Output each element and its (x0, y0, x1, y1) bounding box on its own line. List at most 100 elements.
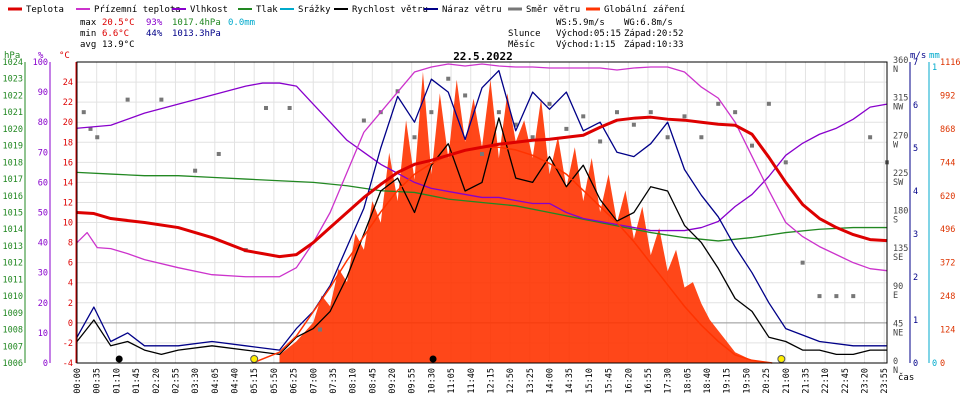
x-tick-label: 11:40 (467, 368, 477, 394)
axis-pct-tick: 20 (38, 299, 48, 309)
axis-wm2-tick: 496 (940, 225, 955, 235)
wind-direction-point (159, 97, 164, 102)
x-tick-label: 02:55 (171, 368, 181, 394)
sun-marker (777, 355, 786, 363)
stat-min-temp: 6.6°C (102, 29, 129, 39)
axis-celsius-tick: 8 (68, 239, 73, 249)
axis-dir-tick-compass: NW (893, 103, 904, 113)
axis-pct-tick: 80 (38, 118, 48, 128)
stat-ws: WS:5.9m/s (556, 18, 605, 28)
wind-direction-point (665, 135, 670, 140)
x-tick-label: 01:10 (112, 368, 122, 394)
wind-direction-point (783, 160, 788, 165)
legend-item-naraz-vetru: Náraz větru (424, 5, 502, 15)
x-tick-label: 20:25 (762, 368, 772, 394)
wind-direction-point (648, 110, 653, 115)
stat-moon-label: Měsíc (508, 40, 535, 50)
x-tick-label: 21:35 (801, 368, 811, 394)
x-tick-label: 23:55 (880, 368, 890, 394)
legend-label-smer-vetru: Směr větru (526, 5, 580, 15)
plot-border (76, 61, 888, 364)
axis-dir-tick: 0 (893, 357, 898, 367)
axis-celsius-tick: 6 (68, 259, 73, 269)
x-tick-label: 07:35 (329, 368, 339, 394)
axis-hpa-tick: 1019 (3, 142, 23, 152)
axis-hpa-tick: 1021 (3, 108, 23, 118)
axis-wm2-tick: 372 (940, 259, 955, 269)
wind-direction-point (530, 135, 535, 140)
legend-item-srazky: Srážky (280, 5, 331, 15)
x-tick-label: 08:10 (349, 368, 359, 394)
wind-direction-point (429, 110, 434, 115)
x-tick-label: 07:00 (309, 368, 319, 394)
x-tick-label: 15:45 (605, 368, 615, 394)
axis-dir-tick: 225 (893, 169, 908, 179)
x-tick-label: 03:30 (191, 368, 201, 394)
legend-item-prizemni-teplota: Pŕízemní teplota (76, 5, 181, 15)
axis-celsius-tick: 22 (63, 98, 73, 108)
axis-ms-tick: 3 (913, 230, 918, 240)
axis-hpa-tick: 1008 (3, 326, 23, 336)
axis-hpa-tick: 1012 (3, 259, 23, 269)
axis-unit-hpa: hPa (4, 51, 20, 61)
axis-wm2-tick: 1116 (940, 58, 960, 68)
axis-pct-tick: 10 (38, 329, 48, 339)
wind-direction-point (480, 151, 484, 156)
legend-label-srazky: Srážky (298, 5, 331, 15)
axis-unit-ms: m/s (910, 51, 926, 61)
wind-direction-point (88, 126, 93, 131)
x-tick-label: 01:45 (132, 368, 142, 394)
axis-wm2-tick: 868 (940, 125, 955, 135)
legend-label-rychlost-vetru: Rychlost větru (352, 5, 428, 15)
stat-avg-temp: 13.9°C (102, 40, 135, 50)
stat-sun-rise: Východ:05:15 (556, 29, 621, 39)
stat-sun-label: Slunce (508, 29, 541, 39)
axis-pct-tick: 60 (38, 178, 48, 188)
wind-direction-point (125, 97, 130, 102)
stat-moon-set: Západ:10:33 (624, 40, 684, 50)
wind-direction-point (463, 93, 468, 98)
wind-direction-point (750, 143, 754, 148)
x-tick-label: 05:50 (270, 368, 280, 394)
axis-hpa-tick: 1007 (3, 342, 23, 352)
legend-item-vlhkost: Vlhkost (172, 5, 228, 15)
axis-hpa-tick: 1020 (3, 125, 23, 135)
radiation-area (279, 71, 773, 363)
wind-direction-point (699, 135, 704, 140)
axis-ms-tick: 7 (913, 58, 918, 68)
stat-max-rain: 0.0mm (228, 18, 255, 28)
x-tick-label: 13:25 (526, 368, 536, 394)
wind-direction-point (446, 76, 451, 81)
wind-direction-point (598, 139, 603, 144)
x-tick-label: 19:15 (723, 368, 733, 394)
axis-hpa-tick: 1023 (3, 75, 23, 85)
wind-direction-point (193, 168, 198, 173)
axis-hpa-tick: 1006 (3, 359, 23, 369)
x-tick-label: 14:35 (565, 368, 575, 394)
x-tick-label: 14:00 (546, 368, 556, 394)
axis-dir-tick-compass: N (893, 366, 898, 376)
x-tick-label: 23:20 (861, 368, 871, 394)
axis-wm2-tick: 620 (940, 192, 955, 202)
axis-hpa-tick: 1015 (3, 209, 23, 219)
legend-item-smer-vetru: Směr větru (508, 5, 580, 15)
x-tick-label: 16:20 (624, 368, 634, 394)
wind-direction-point (766, 101, 771, 106)
wind-direction-point (547, 101, 552, 106)
axis-mm-tick: 0 (932, 359, 937, 369)
axis-dir-tick-compass: N (893, 65, 898, 75)
axis-celsius-tick: -2 (63, 339, 73, 349)
wind-direction-point (716, 101, 721, 106)
axis-ms-tick: 2 (913, 273, 918, 283)
axis-dir-tick: 135 (893, 244, 908, 254)
legend: Teplota Pŕízemní teplota Vlhkost Tlak Sr… (8, 5, 685, 15)
stat-avg-label: avg (80, 40, 96, 50)
legend-label-tlak: Tlak (256, 5, 278, 15)
axis-celsius-tick: 10 (63, 219, 73, 229)
wind-direction-point (496, 110, 501, 115)
legend-item-rychlost-vetru: Rychlost větru (334, 5, 428, 15)
axis-celsius-tick: 16 (63, 158, 73, 168)
axis-hpa-tick: 1013 (3, 242, 23, 252)
